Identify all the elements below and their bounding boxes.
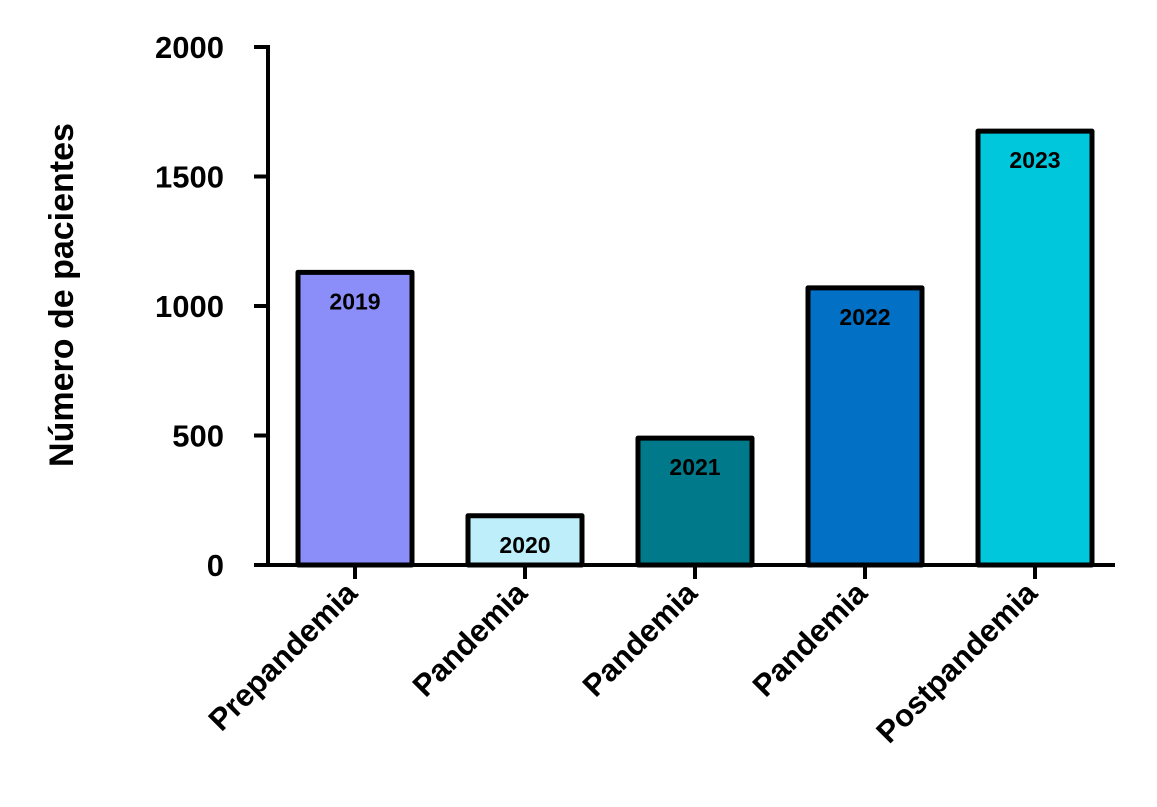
y-axis-title: Número de pacientes bbox=[43, 123, 81, 467]
y-tick-label: 2000 bbox=[155, 30, 224, 65]
y-tick-label: 1500 bbox=[155, 160, 224, 195]
bar-2019 bbox=[295, 269, 415, 568]
bar-year-label: 2023 bbox=[1009, 147, 1060, 173]
bar-year-label: 2021 bbox=[669, 454, 720, 480]
y-tick-label: 500 bbox=[172, 419, 224, 454]
bar-year-label: 2019 bbox=[329, 288, 380, 314]
y-tick-label: 1000 bbox=[155, 289, 224, 324]
x-category-label: Prepandemia bbox=[202, 575, 365, 738]
bar-year-label: 2022 bbox=[839, 304, 890, 330]
bars: 2019 2020 2021 2022 2023 bbox=[295, 128, 1095, 568]
x-category-label: Pandemia bbox=[406, 575, 535, 704]
y-tick-label: 0 bbox=[207, 548, 224, 583]
bar-2023 bbox=[975, 128, 1095, 568]
bar-year-label: 2020 bbox=[499, 532, 550, 558]
x-ticks: Prepandemia Pandemia Pandemia PandemiaPostp… bbox=[202, 565, 1044, 750]
x-category-label: Pandemia bbox=[746, 575, 875, 704]
x-category-label: Pandemia bbox=[576, 575, 705, 704]
x-category-label: Postpandemia bbox=[869, 575, 1044, 750]
y-ticks: 0 500 1000 1500 2000 bbox=[155, 30, 268, 583]
